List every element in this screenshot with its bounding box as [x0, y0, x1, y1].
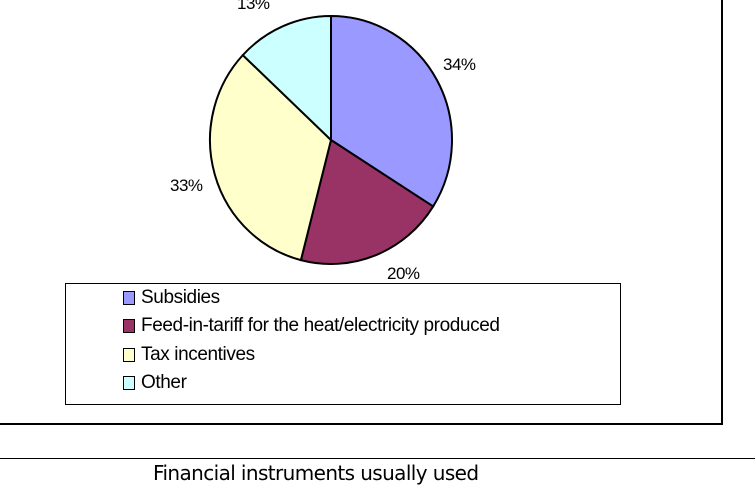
legend-label: Subsidies — [141, 287, 220, 308]
divider-line — [0, 458, 755, 459]
legend-swatch — [123, 319, 135, 333]
data-label-subsidies: 34% — [443, 55, 476, 74]
legend-item-tax-incentives: Tax incentives — [123, 343, 255, 367]
legend-label: Feed-in-tariff for the heat/electricity … — [141, 315, 500, 336]
figure-caption: Financial instruments usually used — [153, 461, 479, 485]
data-label-tax-incentives: 33% — [170, 176, 203, 195]
legend-item-other: Other — [123, 371, 187, 395]
slice-other — [241, 15, 332, 141]
data-label-other: 13% — [237, 0, 270, 13]
legend-swatch — [123, 291, 135, 305]
legend-label: Other — [141, 372, 187, 393]
slice-feed-in-tariff — [299, 139, 435, 265]
legend-item-subsidies: Subsidies — [123, 286, 220, 310]
data-label-feed-in-tariff: 20% — [387, 264, 420, 283]
slice-tax-incentives — [209, 54, 332, 262]
pie-chart — [209, 15, 453, 265]
legend-label: Tax incentives — [141, 344, 255, 365]
legend-item-feed-in-tariff: Feed-in-tariff for the heat/electricity … — [123, 314, 500, 338]
legend-swatch — [123, 348, 135, 362]
legend: Subsidies Feed-in-tariff for the heat/el… — [65, 283, 621, 405]
legend-swatch — [123, 376, 135, 390]
chart-frame — [0, 0, 723, 425]
